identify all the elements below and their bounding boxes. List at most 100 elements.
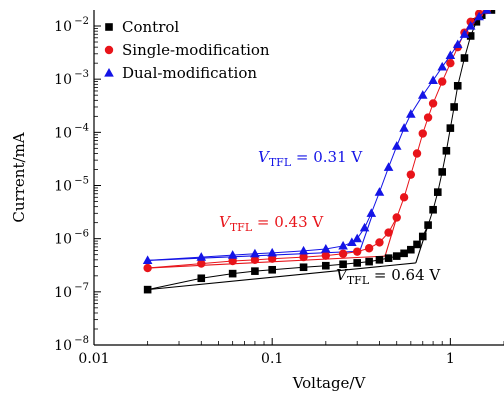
data-point [383, 162, 394, 171]
data-point [418, 129, 427, 138]
data-point [438, 77, 447, 86]
data-point [352, 247, 362, 256]
annotations: VTFL = 0.31 V VTFL = 0.43 V VTFL = 0.64 V [219, 148, 441, 287]
data-point [298, 245, 309, 255]
data-point [392, 213, 401, 222]
data-point [399, 193, 409, 202]
data-point [400, 249, 408, 258]
data-point [322, 261, 330, 270]
data-point [437, 61, 448, 71]
y-tick-label: 10 [54, 72, 72, 88]
data-point [418, 232, 427, 241]
data-point [251, 267, 259, 275]
data-point [428, 75, 438, 84]
data-point [338, 249, 348, 258]
data-point [481, 10, 492, 14]
vtfl-value: = 0.31 V [291, 148, 363, 166]
data-point [433, 188, 442, 196]
data-point [353, 259, 361, 267]
data-point [442, 146, 451, 155]
data-point [452, 39, 463, 49]
data-series [142, 10, 496, 294]
y-tick-label: 10 [54, 285, 72, 301]
data-point [364, 244, 374, 253]
data-point [359, 222, 370, 232]
y-tick-label: 10 [54, 338, 72, 354]
data-point [423, 113, 433, 122]
series-dual-modification [142, 10, 492, 265]
fit-line [147, 262, 416, 291]
data-point [384, 254, 393, 262]
data-point [267, 254, 277, 263]
data-point [347, 237, 357, 247]
data-point [375, 256, 384, 264]
data-point [450, 103, 458, 111]
data-point [197, 274, 206, 283]
vtfl-value: = 0.64 V [369, 266, 441, 284]
data-point [428, 99, 438, 108]
data-point [366, 208, 377, 217]
data-point [424, 221, 432, 229]
y-tick-label: 10 [54, 232, 72, 248]
data-point [227, 250, 238, 259]
data-point [438, 168, 447, 176]
data-point [268, 265, 276, 274]
data-point [321, 243, 331, 253]
data-point [321, 251, 331, 260]
data-point [250, 248, 260, 258]
y-tick-exponent: −3 [74, 69, 89, 80]
vtfl-subscript: TFL [347, 274, 370, 287]
data-point [392, 252, 401, 260]
vtfl-annotation: VTFL = 0.43 V [219, 213, 324, 234]
data-point [406, 170, 416, 179]
y-tick-exponent: −7 [74, 282, 89, 293]
vtfl-subscript: TFL [269, 156, 292, 169]
legend-marker [104, 68, 114, 77]
data-point [250, 255, 260, 265]
x-tick-label: 0.1 [261, 351, 283, 367]
data-point [466, 32, 475, 40]
y-axis-label: Current/mA [10, 132, 28, 222]
fit-line [415, 224, 429, 264]
legend-marker [104, 45, 114, 55]
data-point [228, 256, 237, 266]
data-point [465, 21, 476, 30]
fit-line [147, 255, 386, 269]
data-point [299, 252, 308, 262]
legend: Control Single-modification Dual-modificat… [104, 18, 270, 82]
y-tick-exponent: −4 [74, 122, 89, 133]
y-tick-exponent: −6 [74, 229, 89, 240]
data-point [197, 259, 206, 268]
data-point [391, 141, 402, 150]
data-point [460, 54, 469, 62]
data-point [267, 247, 277, 257]
data-point [143, 263, 152, 273]
x-axis-label: Voltage/V [292, 374, 367, 392]
data-point [299, 263, 308, 272]
y-tick-label: 10 [54, 125, 72, 141]
y-tick-label: 10 [54, 19, 72, 35]
data-point [417, 90, 428, 99]
data-point [374, 187, 385, 196]
data-point [142, 255, 153, 265]
data-point [446, 124, 455, 132]
legend-label: Dual-modification [122, 64, 257, 82]
x-tick-label: 0.01 [78, 351, 109, 367]
data-point [445, 50, 456, 59]
data-point [384, 228, 393, 237]
data-point [412, 149, 422, 158]
data-point [446, 58, 455, 68]
legend-label: Control [122, 18, 179, 36]
data-point [375, 238, 384, 247]
data-point [453, 82, 462, 90]
legend-label: Single-modification [122, 41, 270, 59]
data-point [429, 205, 437, 214]
data-point [143, 285, 152, 294]
data-point [196, 252, 207, 261]
vtfl-annotation: VTFL = 0.31 V [258, 148, 363, 169]
vtfl-annotation: VTFL = 0.64 V [336, 266, 441, 287]
data-point [406, 109, 416, 118]
data-point [339, 260, 347, 269]
data-point [228, 269, 237, 278]
